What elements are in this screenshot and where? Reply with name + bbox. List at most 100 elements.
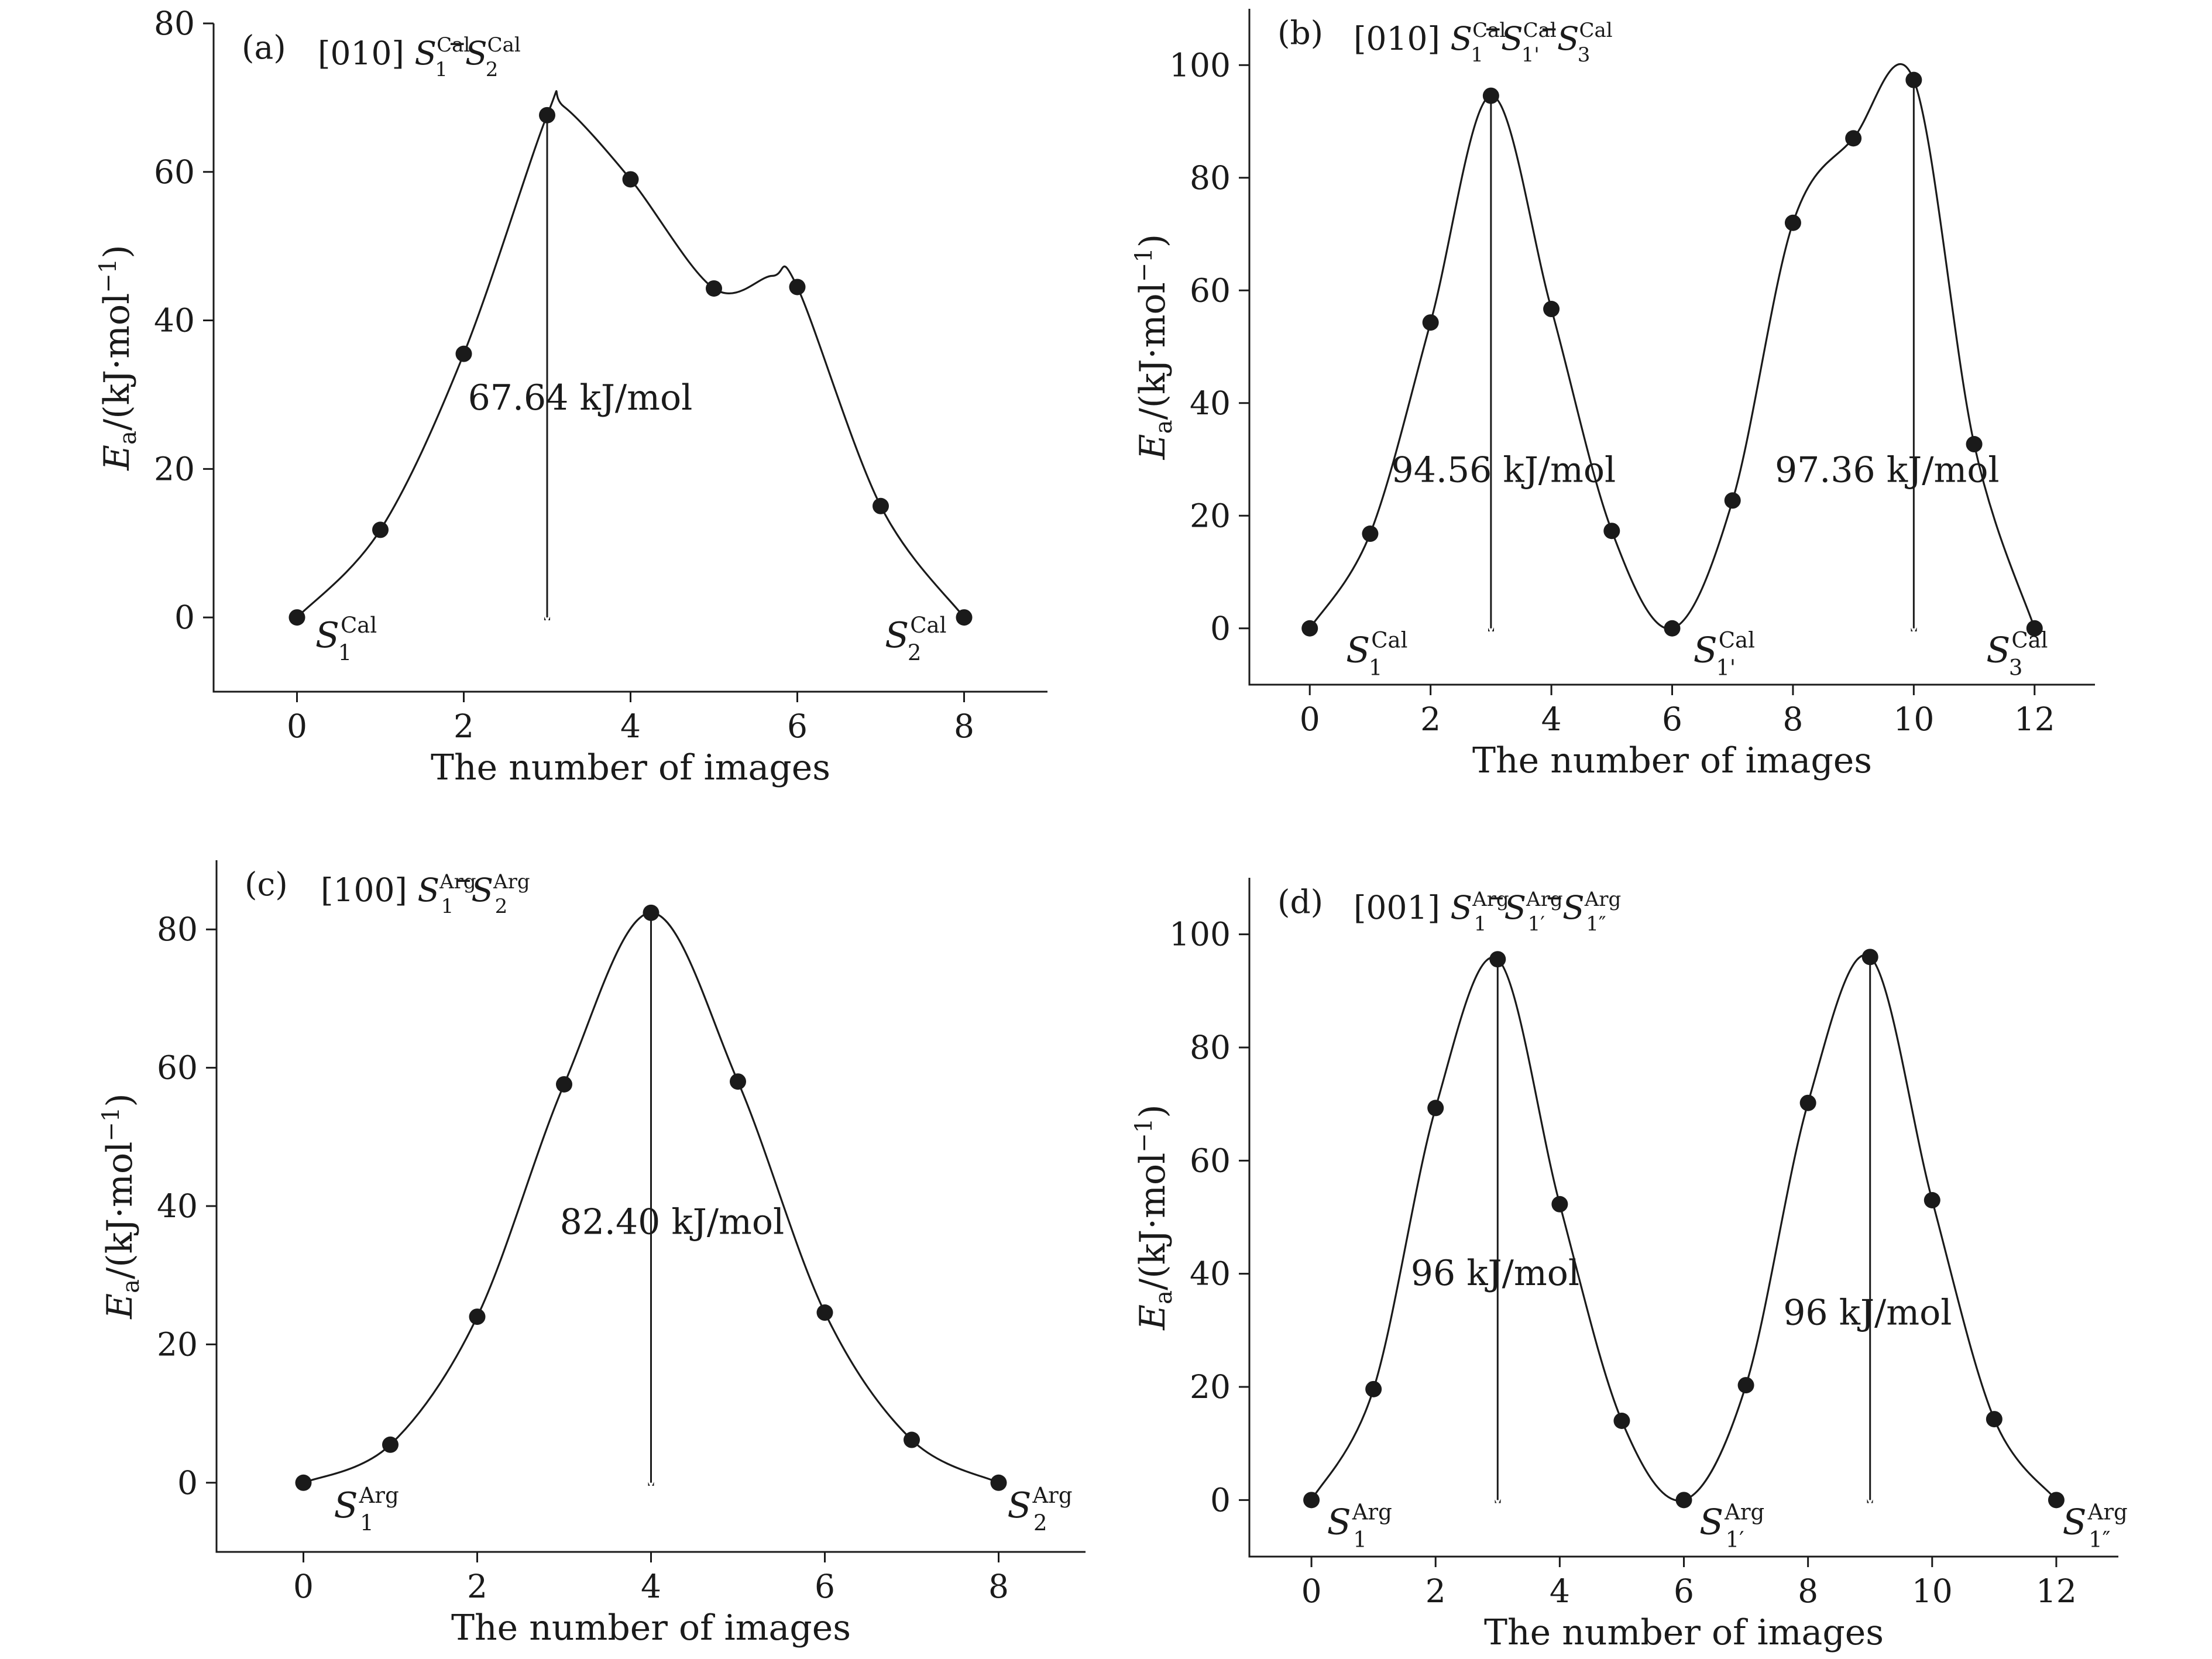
x-tick-label: 0 <box>293 1568 314 1605</box>
path-label: [010] SCal 1 –SCal 2 <box>318 23 521 81</box>
data-point <box>1365 1380 1382 1397</box>
data-point <box>1966 436 1983 453</box>
state-label: SArg 2 <box>1007 1483 1072 1536</box>
data-point <box>1482 87 1499 104</box>
y-axis-label: Ea/(kJ·mol−1) <box>1131 234 1177 460</box>
panel-label: (b) <box>1277 14 1323 51</box>
barrier-label: 96 kJ/mol <box>1411 1253 1579 1294</box>
y-tick-label: 20 <box>1190 1368 1231 1406</box>
axes-frame <box>212 23 1047 693</box>
state-label: SArg 1 <box>334 1483 399 1536</box>
panel-label: (c) <box>245 865 288 903</box>
x-tick-label: 2 <box>1426 1572 1446 1610</box>
y-tick-label: 40 <box>154 302 195 339</box>
state-label: SCal 1' <box>1694 628 1755 681</box>
panel-label: (a) <box>242 29 286 66</box>
data-point <box>1613 1413 1630 1429</box>
x-tick-label: 10 <box>1912 1572 1953 1610</box>
data-point <box>873 497 889 514</box>
x-tick-label: 12 <box>2036 1572 2077 1610</box>
data-point <box>295 1474 312 1491</box>
y-tick-label: 20 <box>1190 497 1231 534</box>
y-tick-label: 60 <box>1190 272 1231 309</box>
data-point <box>1362 525 1379 542</box>
data-point <box>469 1308 486 1325</box>
x-tick-label: 0 <box>1300 700 1320 738</box>
x-tick-label: 8 <box>954 707 974 745</box>
energy-curve <box>296 90 965 619</box>
data-point <box>990 1474 1007 1491</box>
data-point <box>1422 314 1439 331</box>
y-tick-label: 20 <box>157 1325 198 1363</box>
x-axis-label: The number of images <box>431 747 830 788</box>
data-point <box>1489 951 1506 968</box>
axes-frame <box>1248 878 2118 1558</box>
path-label: [001] SArg 1 –SArg 1′ –SArg 1″ <box>1354 877 1621 936</box>
data-point <box>706 280 722 297</box>
x-tick-label: 0 <box>1301 1572 1322 1610</box>
data-point <box>1724 492 1741 509</box>
panel-d: 0 20 40 60 80 100 0 2 4 6 8 10 12 The number of image… <box>1131 877 2128 1653</box>
data-point <box>789 279 806 296</box>
x-tick-label: 6 <box>1674 1572 1694 1610</box>
y-axis-label: Ea/(kJ·mol−1) <box>95 245 142 470</box>
barrier-label: 94.56 kJ/mol <box>1392 450 1616 491</box>
data-point <box>372 521 389 538</box>
y-tick-label: 100 <box>1169 46 1231 84</box>
y-axis-label: Ea/(kJ·mol−1) <box>98 1093 145 1319</box>
axes-frame <box>1248 9 2095 686</box>
y-tick-label: 80 <box>157 911 198 948</box>
panel-a: 0 20 40 60 80 0 2 4 6 8 The number of images Ea/(kJ… <box>95 5 1047 788</box>
y-tick-label: 20 <box>154 450 195 487</box>
x-tick-label: 0 <box>287 707 307 745</box>
data-point <box>1603 523 1620 540</box>
state-label: SArg 1″ <box>2063 1499 2128 1552</box>
y-tick-label: 0 <box>177 1464 198 1502</box>
y-tick-label: 80 <box>1190 1029 1231 1066</box>
y-tick-label: 100 <box>1169 916 1231 953</box>
state-label: SCal 1 <box>1346 628 1407 681</box>
data-point <box>643 904 660 921</box>
state-label: SArg 1′ <box>1699 1499 1764 1552</box>
y-tick-label: 60 <box>154 153 195 191</box>
x-tick-label: 6 <box>1662 700 1682 738</box>
data-point <box>622 171 639 188</box>
barrier-label: 67.64 kJ/mol <box>468 377 693 418</box>
x-tick-label: 2 <box>454 707 474 745</box>
x-tick-label: 8 <box>1782 700 1803 738</box>
data-point <box>1924 1192 1940 1208</box>
x-tick-label: 6 <box>815 1568 835 1605</box>
x-axis-label: The number of images <box>451 1608 851 1648</box>
x-tick-label: 2 <box>1420 700 1441 738</box>
path-label: [010] SCal 1 –SCal 1' –SCal 3 <box>1354 8 1613 67</box>
x-tick-label: 4 <box>1541 700 1562 738</box>
y-tick-label: 40 <box>157 1187 198 1225</box>
barrier-label: 96 kJ/mol <box>1783 1293 1952 1334</box>
y-tick-label: 60 <box>157 1049 198 1087</box>
y-tick-label: 0 <box>1210 610 1231 647</box>
y-tick-label: 40 <box>1190 1255 1231 1293</box>
energy-curve <box>1310 954 2058 1502</box>
y-tick-label: 0 <box>174 599 195 636</box>
state-label: SCal 3 <box>1986 628 2048 681</box>
x-tick-label: 4 <box>620 707 641 745</box>
x-axis-label: The number of images <box>1484 1612 1884 1653</box>
x-tick-label: 4 <box>1550 1572 1570 1610</box>
y-tick-label: 60 <box>1190 1142 1231 1179</box>
y-tick-label: 80 <box>154 5 195 42</box>
data-point <box>1784 214 1801 231</box>
data-point <box>539 107 555 123</box>
state-label: SCal 1 <box>315 613 377 665</box>
data-point <box>288 609 305 626</box>
energy-curve <box>1308 63 2036 630</box>
data-point <box>816 1304 833 1321</box>
data-point <box>1986 1411 2003 1428</box>
x-tick-label: 6 <box>787 707 808 745</box>
panel-c: 0 20 40 60 80 0 2 4 6 8 The number of images Ea/(kJ… <box>98 860 1086 1648</box>
x-tick-label: 8 <box>1798 1572 1818 1610</box>
x-tick-label: 4 <box>641 1568 661 1605</box>
barrier-label: 82.40 kJ/mol <box>560 1201 785 1242</box>
x-tick-label: 10 <box>1893 700 1934 738</box>
data-point <box>2048 1492 2065 1509</box>
